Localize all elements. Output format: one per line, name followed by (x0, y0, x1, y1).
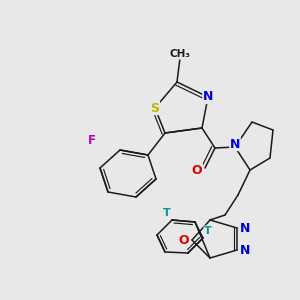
Text: F: F (88, 134, 96, 146)
Text: O: O (179, 233, 189, 247)
Text: S: S (151, 101, 160, 115)
Text: CH₃: CH₃ (169, 49, 190, 59)
Text: N: N (240, 244, 250, 256)
Text: N: N (230, 137, 240, 151)
Text: N: N (203, 91, 213, 103)
Text: T: T (204, 226, 212, 236)
Text: T: T (163, 208, 171, 218)
Text: O: O (192, 164, 202, 176)
Text: N: N (240, 221, 250, 235)
